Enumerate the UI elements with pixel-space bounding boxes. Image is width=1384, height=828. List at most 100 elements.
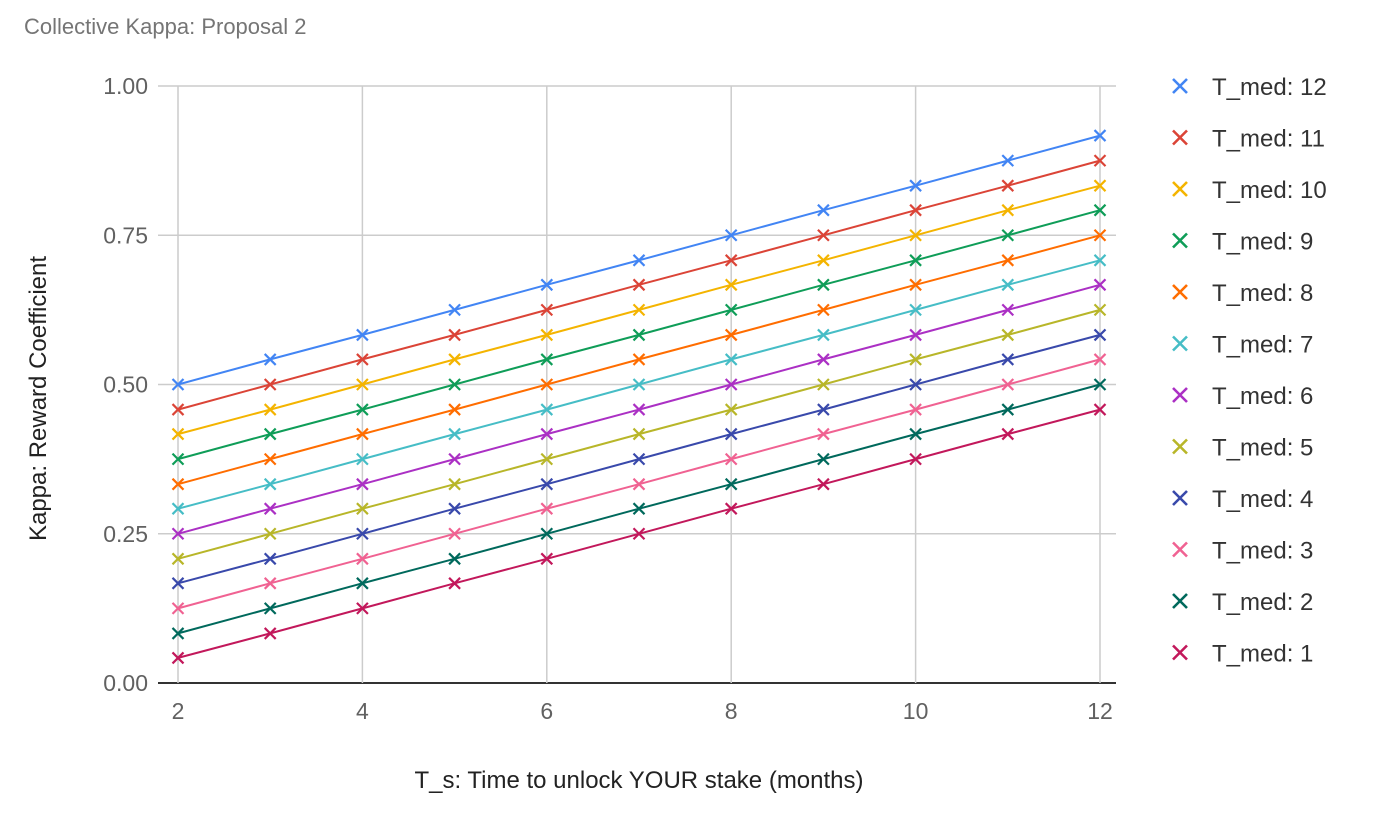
legend-item[interactable]: T_med: 1	[1172, 641, 1313, 668]
data-point-marker	[263, 577, 277, 590]
legend-marker	[1172, 335, 1188, 352]
data-point-marker	[356, 527, 369, 541]
data-point-marker	[171, 427, 185, 441]
chart-title: Collective Kappa: Proposal 2	[24, 14, 307, 39]
data-point-marker	[1001, 303, 1015, 317]
legend-label: T_med: 1	[1212, 641, 1313, 668]
data-point-marker	[1093, 203, 1107, 217]
data-point-marker	[632, 303, 646, 317]
data-point-marker	[540, 278, 554, 292]
data-point-marker	[356, 502, 369, 515]
data-point-marker	[1001, 328, 1015, 342]
data-point-marker	[448, 303, 461, 317]
legend-marker	[1172, 387, 1188, 403]
data-point-marker	[1001, 179, 1015, 192]
y-tick-label: 0.25	[103, 521, 148, 547]
series-11	[171, 378, 1107, 640]
legend-item[interactable]: T_med: 10	[1172, 177, 1327, 204]
data-point-marker	[909, 203, 922, 217]
data-point-marker	[448, 552, 461, 566]
series-7	[171, 278, 1107, 541]
data-point-marker	[817, 353, 830, 366]
data-point-marker	[817, 203, 830, 217]
data-point-marker	[1093, 278, 1107, 292]
legend-item[interactable]: T_med: 3	[1172, 538, 1313, 565]
data-point-marker	[1093, 228, 1107, 242]
legend-item[interactable]: T_med: 12	[1172, 74, 1327, 101]
data-point-marker	[1093, 179, 1107, 192]
data-point-marker	[540, 403, 554, 416]
legend-label: T_med: 6	[1212, 383, 1313, 410]
data-point-marker	[632, 328, 646, 342]
x-tick-label: 4	[356, 698, 369, 724]
data-point-marker	[724, 254, 738, 267]
legend-item[interactable]: T_med: 2	[1172, 589, 1313, 616]
data-point-marker	[356, 427, 369, 441]
data-point-marker	[1093, 353, 1107, 366]
legend-marker	[1172, 78, 1188, 94]
data-point-marker	[356, 552, 369, 566]
data-point-marker	[540, 452, 554, 466]
legend-marker	[1172, 438, 1188, 455]
data-point-marker	[448, 353, 461, 366]
legend-label: T_med: 4	[1212, 486, 1313, 513]
data-point-marker	[817, 452, 830, 466]
legend-label: T_med: 7	[1212, 332, 1313, 359]
series-group	[171, 129, 1107, 665]
data-point-marker	[909, 328, 922, 342]
x-tick-label: 10	[903, 698, 929, 724]
data-point-marker	[448, 527, 461, 541]
data-point-marker	[724, 378, 738, 391]
y-tick-label: 1.00	[103, 73, 148, 99]
legend-item[interactable]: T_med: 4	[1172, 486, 1313, 513]
data-point-marker	[1001, 427, 1015, 441]
data-point-marker	[817, 254, 830, 267]
data-point-marker	[817, 378, 830, 391]
legend-item[interactable]: T_med: 11	[1172, 126, 1325, 153]
series-2	[171, 154, 1107, 416]
data-point-marker	[263, 602, 277, 615]
data-point-marker	[1093, 129, 1107, 142]
legend-item[interactable]: T_med: 6	[1172, 383, 1313, 410]
data-point-marker	[1001, 254, 1015, 267]
data-point-marker	[540, 303, 554, 317]
data-point-marker	[448, 452, 461, 466]
data-point-marker	[263, 477, 277, 491]
data-point-marker	[724, 228, 738, 242]
data-point-marker	[632, 254, 646, 267]
legend-label: T_med: 11	[1212, 126, 1325, 153]
data-point-marker	[1093, 328, 1107, 342]
data-point-marker	[909, 427, 922, 441]
data-point-marker	[632, 278, 646, 292]
data-point-marker	[356, 378, 369, 391]
series-5	[171, 228, 1107, 491]
data-point-marker	[448, 477, 461, 491]
x-tick-label: 8	[725, 698, 738, 724]
legend-marker	[1172, 490, 1188, 506]
data-point-marker	[540, 328, 554, 342]
data-point-marker	[171, 602, 185, 615]
data-point-marker	[909, 452, 922, 466]
data-point-marker	[356, 577, 369, 590]
data-point-marker	[632, 477, 646, 491]
data-point-marker	[171, 378, 185, 391]
data-point-marker	[909, 254, 922, 267]
data-point-marker	[171, 651, 185, 665]
data-point-marker	[724, 303, 738, 317]
legend-marker	[1172, 284, 1188, 300]
legend-item[interactable]: T_med: 9	[1172, 229, 1313, 256]
series-9	[171, 328, 1107, 590]
data-point-marker	[1001, 378, 1015, 391]
legend-marker	[1172, 232, 1188, 249]
y-axis-ticks: 0.00 0.25 0.50 0.75 1.00	[103, 73, 148, 696]
data-point-marker	[263, 502, 277, 515]
data-point-marker	[263, 353, 277, 366]
x-axis-title: T_s: Time to unlock YOUR stake (months)	[414, 767, 863, 794]
legend-item[interactable]: T_med: 8	[1172, 280, 1313, 307]
legend-item[interactable]: T_med: 5	[1172, 435, 1313, 462]
data-point-marker	[632, 378, 646, 391]
data-point-marker	[356, 353, 369, 366]
data-point-marker	[356, 328, 369, 342]
legend-item[interactable]: T_med: 7	[1172, 332, 1313, 359]
data-point-marker	[540, 527, 554, 541]
